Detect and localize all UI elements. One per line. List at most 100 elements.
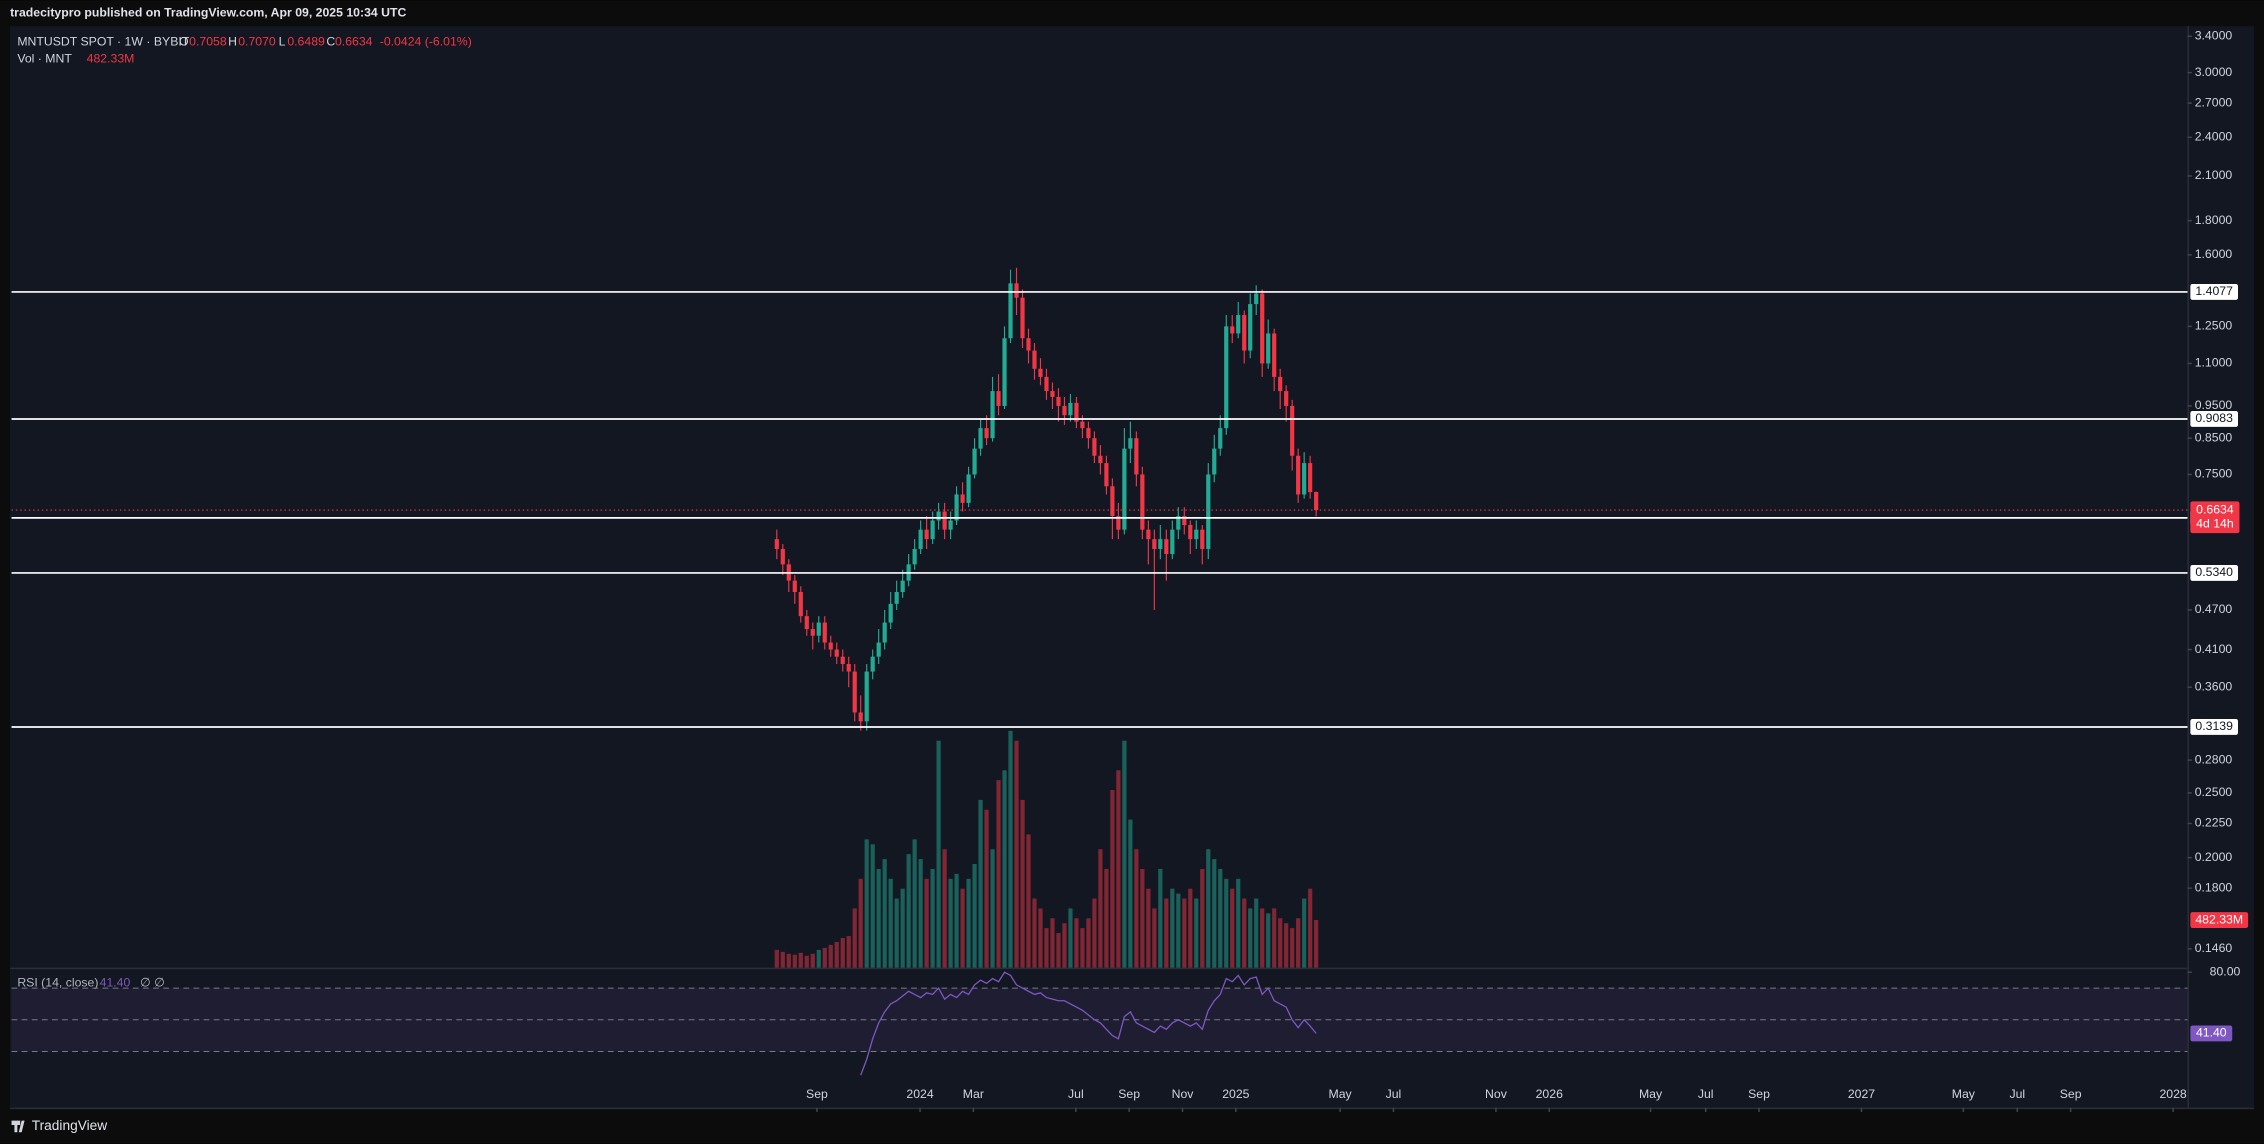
volume-bar xyxy=(1212,859,1217,968)
volume-bar xyxy=(1008,730,1013,968)
volume-bar xyxy=(1272,908,1277,968)
level-label: 1.4077 xyxy=(2195,284,2233,298)
open-value: 0.7058 xyxy=(189,34,227,48)
candle-body xyxy=(1110,486,1115,516)
volume-bar xyxy=(1254,898,1259,968)
volume-bar xyxy=(996,780,1001,968)
x-tick-label: Mar xyxy=(963,1087,984,1101)
candle-body xyxy=(780,548,785,565)
footer-logo xyxy=(11,1120,25,1133)
volume-bar xyxy=(1026,834,1031,968)
candle-body xyxy=(912,548,917,565)
volume-bar xyxy=(822,947,827,968)
volume-bar xyxy=(810,953,815,968)
y-tick-label: 2.7000 xyxy=(2195,95,2233,109)
volume-bar xyxy=(912,839,917,968)
volume-bar xyxy=(1176,893,1181,968)
volume-bar xyxy=(1194,898,1199,968)
candle-body xyxy=(1170,529,1175,555)
volume-bar xyxy=(966,878,971,968)
candle-body xyxy=(1236,315,1241,334)
candle-body xyxy=(1056,396,1061,406)
candle-body xyxy=(1020,297,1025,339)
volume-bar xyxy=(1032,898,1037,968)
volume-bar xyxy=(1014,740,1019,968)
volume-last-label: 482.33M xyxy=(2195,912,2243,926)
candle-body xyxy=(1104,463,1109,487)
level-label: 0.3139 xyxy=(2195,719,2233,733)
rsi-last-label: 41.40 xyxy=(2196,1026,2227,1040)
publish-header: tradecitypro published on TradingView.co… xyxy=(10,5,406,19)
candle-body xyxy=(846,664,851,672)
last-price-label: 0.6634 xyxy=(2196,502,2234,516)
candle-body xyxy=(1254,293,1259,305)
candle-body xyxy=(1284,391,1289,406)
candle-body xyxy=(1092,438,1097,456)
candle-body xyxy=(792,580,797,593)
candle-body xyxy=(882,622,887,643)
volume-bar xyxy=(1002,770,1007,968)
candle-body xyxy=(1278,376,1283,392)
volume-bar xyxy=(1038,908,1043,968)
x-tick-label: 2026 xyxy=(1536,1087,1563,1101)
candle-body xyxy=(1242,315,1247,351)
volume-bar xyxy=(1200,868,1205,968)
candle-body xyxy=(1014,283,1019,298)
candle-body xyxy=(1272,333,1277,377)
volume-bar xyxy=(1296,918,1301,968)
volume-bar xyxy=(1116,770,1121,968)
candle-body xyxy=(804,616,809,630)
candle-body xyxy=(810,629,815,636)
candle-body xyxy=(972,448,977,475)
volume-bar xyxy=(888,878,893,968)
candle-body xyxy=(984,428,989,439)
level-label: 0.5340 xyxy=(2195,565,2233,579)
volume-bar xyxy=(792,954,797,968)
volume-bar xyxy=(1074,918,1079,968)
y-tick-label: 0.1460 xyxy=(2195,941,2233,955)
candle-body xyxy=(996,391,1001,406)
candle-body xyxy=(1176,515,1181,530)
volume-bar xyxy=(924,878,929,968)
candle-body xyxy=(1068,402,1073,416)
close-key: C xyxy=(326,34,335,48)
volume-last-box xyxy=(2190,912,2249,928)
volume-bar xyxy=(1056,933,1061,968)
volume-bar xyxy=(1062,923,1067,968)
candle-body xyxy=(1074,402,1079,422)
x-tick-label: 2027 xyxy=(1848,1087,1875,1101)
candle-body xyxy=(834,649,839,657)
y-tick-label: 0.9500 xyxy=(2195,398,2233,412)
candle-body xyxy=(966,474,971,503)
volume-bar xyxy=(786,953,791,968)
volume-bar xyxy=(894,898,899,968)
candle-body xyxy=(1158,539,1163,549)
volume-bar xyxy=(1260,908,1265,968)
y-tick-label: 0.2800 xyxy=(2195,752,2233,766)
candle-body xyxy=(960,494,965,503)
candle-body xyxy=(1080,421,1085,429)
candle-body xyxy=(1050,391,1055,397)
candle-body xyxy=(1308,463,1313,493)
volume-bar xyxy=(834,941,839,968)
rsi-value: 41.40 xyxy=(100,976,131,990)
candle-body xyxy=(1062,405,1067,416)
x-tick-label: Sep xyxy=(1118,1087,1140,1101)
volume-bar xyxy=(864,839,869,968)
candle-body xyxy=(1302,463,1307,495)
volume-bar xyxy=(828,944,833,968)
volume-bar xyxy=(1308,888,1313,968)
candle-body xyxy=(864,671,869,722)
y-tick-label: 0.8500 xyxy=(2195,430,2233,444)
level-label-box xyxy=(2190,411,2239,427)
candle-body xyxy=(1188,525,1193,540)
volume-bar xyxy=(1266,913,1271,968)
volume-bar xyxy=(990,849,995,968)
candle-body xyxy=(852,671,857,713)
x-tick-label: Sep xyxy=(806,1087,828,1101)
x-tick-label: May xyxy=(1639,1087,1663,1101)
y-tick-label: 1.2500 xyxy=(2195,319,2233,333)
volume-bar xyxy=(870,844,875,968)
